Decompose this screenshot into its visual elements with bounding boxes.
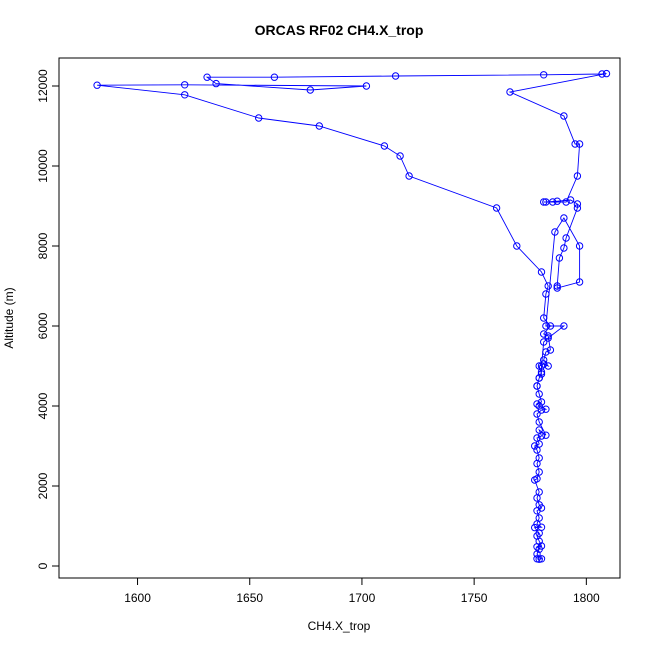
data-point <box>560 322 568 330</box>
data-point <box>535 390 543 398</box>
data-point <box>555 254 564 262</box>
data-point <box>535 402 543 410</box>
y-tick-label: 6000 <box>36 312 50 339</box>
data-point <box>540 338 548 346</box>
data-point <box>553 197 561 205</box>
data-point <box>573 172 582 180</box>
data-point <box>553 282 561 290</box>
data-point <box>533 382 541 390</box>
data-point <box>540 330 548 338</box>
data-point <box>544 332 552 340</box>
data-point <box>203 73 211 81</box>
data-point <box>531 442 539 450</box>
data-point <box>533 410 541 418</box>
data-point <box>506 88 514 96</box>
data-point <box>306 86 314 94</box>
data-point <box>212 79 220 88</box>
data-point <box>542 322 550 330</box>
data-point <box>542 431 550 439</box>
data-point <box>270 73 279 81</box>
series-line <box>97 73 607 560</box>
data-point <box>575 278 584 286</box>
data-point <box>535 418 543 426</box>
data-point <box>380 142 389 150</box>
data-point <box>533 434 541 442</box>
data-point <box>537 398 546 406</box>
x-tick-label: 1600 <box>124 591 151 605</box>
data-point <box>492 204 501 212</box>
data-point <box>544 282 552 290</box>
x-axis: 1600 1650 1700 1750 1800 <box>124 577 600 605</box>
data-point <box>535 468 543 476</box>
x-tick-label: 1800 <box>573 591 600 605</box>
data-point <box>537 268 546 276</box>
data-point <box>562 198 570 206</box>
data-point <box>535 514 543 522</box>
data-point <box>540 198 548 206</box>
data-point <box>540 360 548 368</box>
data-point <box>535 501 543 509</box>
plot-area <box>93 69 611 563</box>
x-tick-label: 1750 <box>461 591 488 605</box>
data-point <box>533 400 541 408</box>
data-point <box>533 550 541 558</box>
x-axis-label: CH4.X_trop <box>308 619 371 633</box>
data-point <box>181 81 189 89</box>
y-axis: 0 2000 4000 6000 8000 10000 12000 <box>36 69 60 569</box>
data-point <box>542 198 550 206</box>
data-point <box>542 348 550 356</box>
chart-title: ORCAS RF02 CH4.X_trop <box>255 22 424 38</box>
data-point <box>540 71 548 79</box>
data-point <box>553 284 561 292</box>
data-point <box>405 172 413 180</box>
y-tick-label: 12000 <box>36 69 50 103</box>
data-point <box>560 214 568 222</box>
data-point <box>535 426 543 434</box>
data-point <box>537 370 546 378</box>
data-point <box>575 140 584 148</box>
data-point <box>533 475 541 483</box>
y-tick-label: 4000 <box>36 392 50 419</box>
data-point <box>546 322 555 330</box>
data-point <box>255 114 263 122</box>
data-point <box>537 542 546 550</box>
data-point <box>562 234 570 242</box>
data-point <box>540 314 548 322</box>
data-point <box>571 140 579 148</box>
data-point <box>573 200 582 208</box>
data-point <box>396 152 404 160</box>
data-point <box>93 81 101 89</box>
data-point <box>546 346 555 354</box>
data-point <box>575 242 584 250</box>
y-tick-label: 8000 <box>36 232 50 259</box>
data-point <box>560 244 568 252</box>
data-point <box>535 374 543 382</box>
data-point <box>566 196 575 204</box>
data-point <box>560 112 568 120</box>
plot-frame <box>58 57 621 579</box>
data-point <box>362 82 371 90</box>
y-tick-label: 2000 <box>36 472 50 499</box>
y-tick-label: 0 <box>36 562 50 569</box>
x-tick-label: 1650 <box>236 591 263 605</box>
data-point <box>551 228 559 236</box>
data-point <box>542 290 550 298</box>
y-tick-label: 10000 <box>36 149 50 183</box>
data-point <box>513 242 521 250</box>
y-axis-label: Altitude (m) <box>2 287 16 348</box>
data-point <box>537 555 546 563</box>
x-tick-label: 1700 <box>349 591 376 605</box>
data-point <box>181 91 189 99</box>
data-point <box>598 70 606 78</box>
data-point <box>573 204 582 212</box>
data-point <box>535 454 543 462</box>
data-point <box>391 72 400 80</box>
data-point <box>537 406 546 414</box>
data-point <box>544 334 552 342</box>
data-point <box>602 69 611 78</box>
data-point <box>535 488 543 496</box>
data-point <box>315 122 323 130</box>
data-point <box>542 405 550 413</box>
